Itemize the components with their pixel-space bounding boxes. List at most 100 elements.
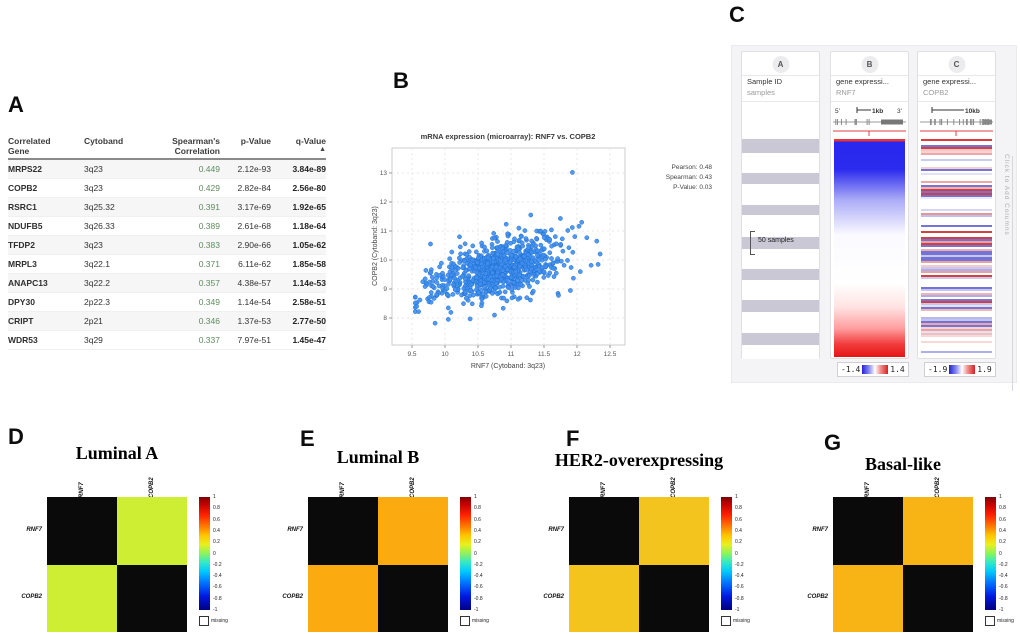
sample-strip xyxy=(742,103,819,359)
y-tick-label: 13 xyxy=(380,170,388,177)
jet-colorbar xyxy=(460,497,471,610)
scatter-panel: 9.5 10 10.5 11 11.5 12 12.5 8 9 10 11 12 13 mRNA expr… xyxy=(368,128,668,380)
heatmap-cell xyxy=(903,497,973,565)
sample-group-band xyxy=(742,269,819,280)
y-tick-label: 9 xyxy=(383,286,387,293)
ruler-scale: 10kb xyxy=(965,108,980,115)
table-header-cyto[interactable]: Cytoband xyxy=(84,136,124,146)
colorbar-tick: -1 xyxy=(474,607,479,613)
ruler-scale: 1kb xyxy=(872,108,883,115)
table-row: TFDP2 3q23 0.383 2.90e-66 1.05e-62 xyxy=(8,236,326,255)
table-row: MRPS22 3q23 0.449 2.12e-93 3.84e-89 xyxy=(8,160,326,179)
ruler-3prime: 3' xyxy=(897,108,902,115)
colorbar-tick: 1 xyxy=(213,494,216,500)
legend-max: 1.4 xyxy=(890,365,905,374)
gene-cell: NDUFB5 xyxy=(8,221,43,231)
sample-group-band xyxy=(742,333,819,345)
scatter-stats: Pearson: 0.48 Spearman: 0.43 P-Value: 0.… xyxy=(626,163,712,193)
expression-heatmap-copb2 xyxy=(921,139,992,357)
correlation-cell: 0.349 xyxy=(198,297,220,307)
qvalue-cell: 2.77e-50 xyxy=(292,316,326,326)
missing-swatch xyxy=(721,616,731,626)
colorbar-tick: 0.6 xyxy=(735,516,742,523)
scatter-svg: 9.5 10 10.5 11 11.5 12 12.5 8 9 10 11 12 13 mRNA expr… xyxy=(372,132,626,370)
colorbar-tick: 0.6 xyxy=(999,516,1006,523)
subtype-title: Basal-like xyxy=(864,454,941,474)
qvalue-cell: 2.58e-51 xyxy=(292,297,326,307)
colorbar-tick: 0.6 xyxy=(474,516,481,523)
missing-swatch xyxy=(199,616,209,626)
correlation-heatmap xyxy=(308,497,448,632)
pvalue-cell: 2.82e-84 xyxy=(237,183,271,193)
column-title: Sample ID xyxy=(747,77,783,86)
panel-label-a: A xyxy=(8,92,24,117)
heatmap-row-label: RNF7 xyxy=(26,527,42,533)
table-body: MRPS22 3q23 0.449 2.12e-93 3.84e-89 COPB2 3q23… xyxy=(8,160,326,350)
heatmap-col-label: COPB2 xyxy=(149,477,155,498)
x-tick-label: 10.5 xyxy=(472,351,485,358)
colorbar-tick: -0.2 xyxy=(999,561,1008,568)
pvalue-cell: 4.38e-57 xyxy=(237,278,271,288)
qvalue-cell: 2.56e-80 xyxy=(292,183,326,193)
scatter-title: mRNA expression (microarray): RNF7 vs. C… xyxy=(421,132,596,141)
correlation-table: Correlated Gene Cytoband Spearman's Correlat… xyxy=(8,136,326,350)
qvalue-cell: 1.92e-65 xyxy=(292,202,326,212)
gene-model-track xyxy=(920,119,993,136)
column-badge: A xyxy=(772,56,789,73)
missing-label: missing xyxy=(733,618,750,624)
colorbar-tick: 0.2 xyxy=(999,539,1006,546)
heatmap-cell xyxy=(117,497,187,565)
sample-bracket xyxy=(750,231,755,255)
correlation-cell: 0.429 xyxy=(198,183,220,193)
legend-gradient xyxy=(862,365,889,374)
panel-label-c: C xyxy=(729,2,745,27)
pvalue-cell: 3.17e-69 xyxy=(237,202,271,212)
table-row: WDR53 3q29 0.337 7.97e-51 1.45e-47 xyxy=(8,331,326,350)
cytoband-cell: 3q22.1 xyxy=(84,259,110,269)
missing-swatch xyxy=(985,616,995,626)
correlation-cell: 0.389 xyxy=(198,221,220,231)
gene-cell: CRIPT xyxy=(8,316,34,326)
missing-label: missing xyxy=(472,618,489,624)
jet-colorbar xyxy=(199,497,210,610)
heatmap-col-label: RNF7 xyxy=(79,482,85,498)
colorbar-tick: -1 xyxy=(735,607,740,613)
add-column-sidebar[interactable]: Click to Add Columns xyxy=(1003,154,1010,236)
heatmap-cell xyxy=(833,564,903,632)
colorbar-tick: -1 xyxy=(999,607,1004,613)
qvalue-cell: 1.14e-53 xyxy=(292,278,326,288)
qvalue-cell: 1.45e-47 xyxy=(292,335,326,345)
qvalue-cell: 1.85e-58 xyxy=(292,259,326,269)
heatmap-col-label: COPB2 xyxy=(671,477,677,498)
heatmap-cell xyxy=(569,497,639,565)
qvalue-cell: 1.05e-62 xyxy=(292,240,326,250)
xena-column-a[interactable]: A Sample ID samples 50 samples xyxy=(741,51,820,359)
gene-cell: MRPS22 xyxy=(8,164,43,174)
sample-group-band xyxy=(742,139,819,153)
pvalue-cell: 2.90e-66 xyxy=(237,240,271,250)
table-header-p[interactable]: p-Value xyxy=(240,136,271,146)
panel-label-g: G xyxy=(824,430,842,455)
cytoband-cell: 3q25.32 xyxy=(84,202,115,212)
x-tick-label: 11.5 xyxy=(538,351,551,358)
sample-count-label: 50 samples xyxy=(758,237,794,244)
table-header-q[interactable]: q-Value ▲ xyxy=(295,136,326,153)
ruler-5prime: 5' xyxy=(835,108,840,115)
table-header-gene[interactable]: Correlated Gene xyxy=(8,136,51,156)
qvalue-cell: 1.18e-64 xyxy=(292,221,326,231)
jet-colorbar xyxy=(985,497,996,610)
colorbar-tick: -0.2 xyxy=(213,561,222,568)
cytoband-cell: 3q23 xyxy=(84,164,103,174)
heatmap-col-label: COPB2 xyxy=(410,477,416,498)
colorbar-tick: -1 xyxy=(213,607,218,613)
colorbar-tick: 0.2 xyxy=(213,539,220,546)
gene-cell: COPB2 xyxy=(8,183,38,193)
table-header-corr[interactable]: Spearman's Correlation xyxy=(172,136,220,156)
heatmap-col-label: RNF7 xyxy=(601,482,607,498)
column-title: gene expressi... xyxy=(923,77,976,86)
gene-cell: WDR53 xyxy=(8,335,38,345)
